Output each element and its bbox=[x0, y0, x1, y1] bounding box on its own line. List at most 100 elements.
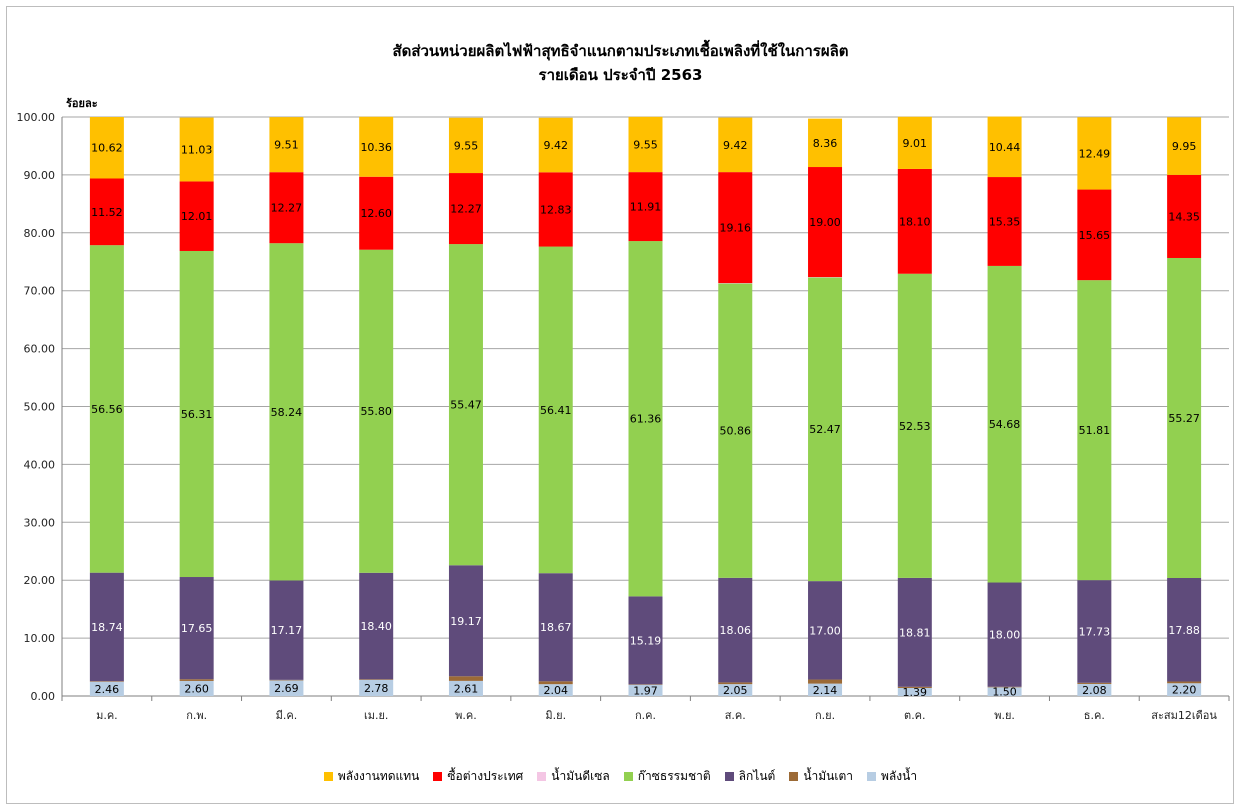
data-label: 17.17 bbox=[271, 624, 303, 637]
data-label: 8.36 bbox=[813, 137, 838, 150]
data-label: 19.16 bbox=[720, 222, 752, 235]
bar-segment bbox=[269, 580, 304, 680]
data-label: 1.97 bbox=[633, 684, 658, 697]
data-label: 2.04 bbox=[543, 684, 568, 697]
data-label: 56.41 bbox=[540, 404, 572, 417]
bar-segment bbox=[179, 250, 214, 578]
data-label: 15.19 bbox=[630, 634, 662, 647]
bar-segment bbox=[1077, 280, 1112, 581]
y-tick-label: 100.00 bbox=[17, 111, 56, 124]
bar-segment bbox=[179, 680, 214, 696]
bar-segment bbox=[448, 244, 483, 566]
data-label: 56.31 bbox=[181, 408, 213, 421]
data-label: 9.95 bbox=[1172, 140, 1197, 153]
legend-label: น้ำมันดีเซล bbox=[551, 769, 610, 783]
bar-segment bbox=[89, 681, 124, 696]
chart-title: สัดส่วนหน่วยผลิตไฟฟ้าสุทธิจำแนกตามประเภท… bbox=[392, 42, 849, 60]
data-label: 12.01 bbox=[181, 210, 213, 223]
data-label: 10.44 bbox=[989, 141, 1021, 154]
bar-segment bbox=[897, 168, 932, 274]
data-label: 2.60 bbox=[184, 682, 209, 695]
bar-segment bbox=[89, 117, 124, 179]
bar-segment bbox=[1167, 174, 1202, 258]
bar-segment bbox=[448, 680, 483, 696]
bar-segment bbox=[897, 687, 932, 696]
bar-segment bbox=[179, 679, 214, 681]
bar-segment bbox=[538, 246, 573, 574]
data-label: 52.47 bbox=[809, 423, 841, 436]
y-tick-label: 70.00 bbox=[24, 285, 56, 298]
y-tick-label: 90.00 bbox=[24, 169, 56, 182]
y-tick-label: 20.00 bbox=[24, 574, 56, 587]
data-label: 9.55 bbox=[633, 138, 658, 151]
bar-segment bbox=[1167, 681, 1202, 684]
bar-segment bbox=[808, 118, 843, 168]
bar-segment bbox=[628, 684, 663, 685]
x-tick-label: ก.ค. bbox=[635, 709, 656, 722]
legend-swatch bbox=[867, 772, 877, 781]
legend-label: น้ำมันเตา bbox=[803, 769, 854, 783]
data-label: 2.14 bbox=[813, 684, 838, 697]
x-tick-label: มิ.ย. bbox=[545, 709, 566, 722]
x-tick-label: สะสม12เดือน bbox=[1151, 709, 1217, 722]
legend-item: น้ำมันเตา bbox=[789, 767, 853, 786]
data-label: 2.05 bbox=[723, 684, 748, 697]
bar-segment bbox=[808, 679, 843, 684]
data-label: 12.27 bbox=[450, 203, 482, 216]
stacked-bar-chart: 0.00 10.00 20.00 30.00 40.00 50.00 60.00 70.00 8… bbox=[17, 111, 1230, 722]
bar-segment bbox=[808, 167, 843, 278]
data-label: 2.61 bbox=[454, 682, 479, 695]
bar-segment bbox=[359, 249, 394, 573]
legend-item: พลังงานทดแทน bbox=[323, 767, 419, 786]
data-label: 2.08 bbox=[1082, 684, 1107, 697]
legend-swatch bbox=[623, 772, 633, 781]
bar-segment bbox=[897, 116, 932, 169]
bar-segment bbox=[269, 679, 304, 681]
bar-segment bbox=[1167, 117, 1202, 175]
bar-segment bbox=[269, 117, 304, 173]
y-tick-label: 40.00 bbox=[24, 458, 56, 471]
x-tick-label: มี.ค. bbox=[276, 709, 298, 722]
bar-segment bbox=[448, 117, 483, 174]
data-label: 1.39 bbox=[903, 686, 928, 699]
bar-segment bbox=[1077, 117, 1112, 190]
bar-segment bbox=[628, 116, 663, 173]
data-label: 2.78 bbox=[364, 682, 389, 695]
bar-segment bbox=[808, 683, 843, 696]
data-label: 10.36 bbox=[360, 141, 392, 154]
bar-segment bbox=[538, 573, 573, 682]
bar-segment bbox=[808, 277, 843, 278]
data-label: 19.17 bbox=[450, 615, 482, 628]
bar-segment bbox=[538, 117, 573, 173]
data-label: 18.10 bbox=[899, 215, 931, 228]
bar-segment bbox=[718, 283, 753, 284]
x-tick-label: พ.ย. bbox=[994, 709, 1015, 722]
data-label: 18.00 bbox=[989, 629, 1021, 642]
x-tick-label: ก.ย. bbox=[815, 709, 835, 722]
bar-segment bbox=[897, 686, 932, 688]
bar-segment bbox=[718, 117, 753, 173]
bar-segment bbox=[448, 676, 483, 681]
bar-segment bbox=[718, 172, 753, 284]
bar-segment bbox=[628, 172, 663, 242]
data-label: 54.68 bbox=[989, 418, 1021, 431]
y-tick-label: 80.00 bbox=[24, 227, 56, 240]
data-label: 14.35 bbox=[1168, 210, 1200, 223]
bar-segment bbox=[897, 577, 932, 687]
y-tick-label: 30.00 bbox=[24, 516, 56, 529]
y-tick-label: 50.00 bbox=[24, 401, 56, 414]
data-label: 18.67 bbox=[540, 621, 572, 634]
bar-segment bbox=[628, 596, 663, 685]
data-label: 11.03 bbox=[181, 144, 213, 157]
data-label: 17.00 bbox=[809, 624, 841, 637]
x-tick-label: ก.พ. bbox=[186, 709, 207, 722]
x-tick-label: ส.ค. bbox=[725, 709, 746, 722]
data-label: 1.50 bbox=[992, 686, 1017, 699]
bar-segment bbox=[718, 682, 753, 685]
y-axis-label: ร้อยละ bbox=[66, 97, 98, 110]
bar-segment bbox=[538, 684, 573, 696]
bar-segment bbox=[987, 686, 1022, 688]
bar-segment bbox=[179, 117, 214, 182]
data-label: 18.81 bbox=[899, 626, 931, 639]
legend-item: ซื้อต่างประเทศ bbox=[433, 767, 523, 786]
